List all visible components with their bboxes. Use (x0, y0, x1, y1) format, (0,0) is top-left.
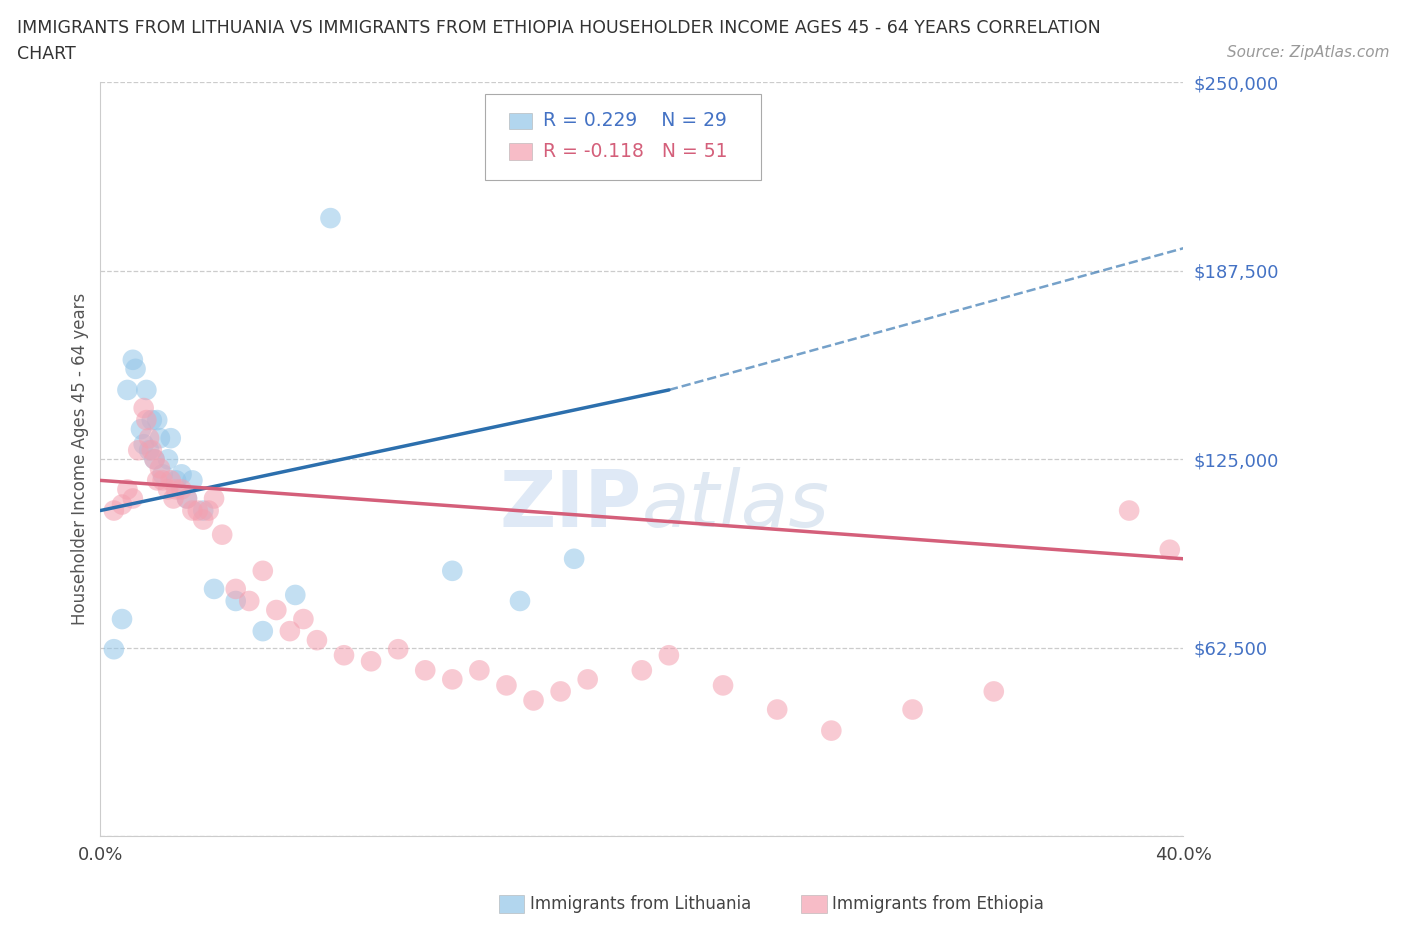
Point (181, 503, 204, 518)
Text: R = 0.229    N = 29: R = 0.229 N = 29 (543, 112, 727, 130)
Point (159, 473, 181, 488)
Point (197, 503, 219, 518)
Text: CHART: CHART (17, 45, 76, 62)
Point (509, 593, 531, 608)
Point (901, 702, 924, 717)
Point (143, 452, 166, 467)
Point (111, 497, 134, 512)
Point (468, 663, 491, 678)
Text: IMMIGRANTS FROM LITHUANIA VS IMMIGRANTS FROM ETHIOPIA HOUSEHOLDER INCOME AGES 45: IMMIGRANTS FROM LITHUANIA VS IMMIGRANTS … (17, 19, 1101, 36)
Point (225, 593, 247, 608)
Point (141, 413, 163, 428)
Point (658, 648, 681, 663)
Y-axis label: Householder Income Ages 45 - 64 years: Householder Income Ages 45 - 64 years (72, 293, 89, 625)
Point (138, 443, 160, 458)
Point (319, 211, 342, 226)
Point (170, 467, 193, 482)
Point (152, 467, 174, 482)
Point (278, 624, 301, 639)
Point (117, 482, 139, 497)
Point (238, 593, 260, 608)
Point (766, 702, 789, 717)
Point (127, 443, 149, 458)
Text: ZIP: ZIP (499, 467, 641, 542)
Point (441, 564, 464, 578)
Point (202, 491, 225, 506)
Point (181, 473, 204, 488)
Point (187, 503, 209, 518)
Point (495, 678, 517, 693)
Text: R = -0.118   N = 51: R = -0.118 N = 51 (543, 142, 728, 161)
Point (149, 461, 172, 476)
Point (252, 564, 274, 578)
Point (266, 603, 288, 618)
Text: Source: ZipAtlas.com: Source: ZipAtlas.com (1226, 45, 1389, 60)
Text: atlas: atlas (641, 467, 830, 542)
Point (305, 632, 328, 647)
Text: Immigrants from Ethiopia: Immigrants from Ethiopia (832, 895, 1045, 913)
Point (103, 642, 125, 657)
Point (333, 648, 356, 663)
Point (143, 452, 166, 467)
Point (441, 671, 464, 686)
Point (193, 512, 215, 527)
Point (165, 473, 187, 488)
Point (162, 491, 184, 506)
Point (820, 724, 842, 738)
Point (630, 663, 652, 678)
Point (138, 431, 160, 445)
FancyBboxPatch shape (509, 143, 533, 160)
Point (146, 473, 169, 488)
Point (124, 362, 146, 377)
Point (576, 671, 599, 686)
Point (176, 491, 198, 506)
Point (211, 527, 233, 542)
Point (202, 581, 225, 596)
Point (711, 678, 734, 693)
Point (157, 482, 180, 497)
Point (225, 581, 247, 596)
Point (103, 503, 125, 518)
Point (292, 612, 315, 627)
Point (387, 642, 409, 657)
Point (135, 382, 157, 397)
Text: Immigrants from Lithuania: Immigrants from Lithuania (530, 895, 751, 913)
Point (562, 551, 585, 566)
Point (983, 684, 1005, 698)
Point (159, 431, 181, 445)
Point (141, 443, 163, 458)
Point (157, 452, 180, 467)
FancyBboxPatch shape (485, 94, 761, 180)
Point (1159, 542, 1181, 557)
Point (176, 491, 198, 506)
Point (135, 413, 157, 428)
FancyBboxPatch shape (509, 113, 533, 129)
Point (193, 503, 215, 518)
Point (170, 482, 193, 497)
Point (165, 482, 187, 497)
Point (522, 693, 544, 708)
Point (146, 413, 169, 428)
Point (1118, 503, 1140, 518)
Point (121, 491, 143, 506)
Point (360, 654, 382, 669)
Point (132, 437, 155, 452)
Point (111, 612, 134, 627)
Point (550, 684, 572, 698)
Point (121, 352, 143, 367)
Point (117, 382, 139, 397)
Point (152, 473, 174, 488)
Point (252, 624, 274, 639)
Point (149, 431, 172, 445)
Point (284, 588, 307, 603)
Point (129, 421, 152, 436)
Point (413, 663, 436, 678)
Point (132, 401, 155, 416)
